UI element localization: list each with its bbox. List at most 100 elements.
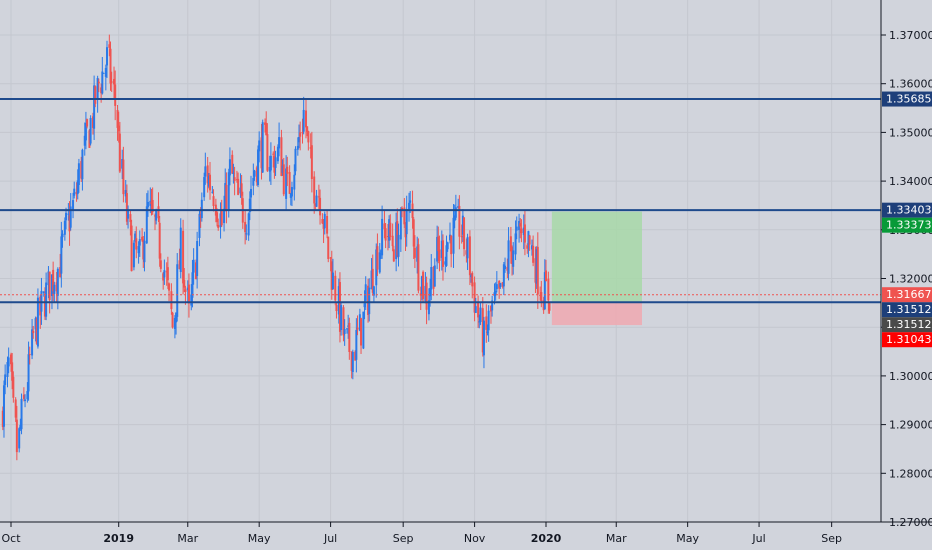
x-tick-label: Mar (606, 532, 627, 545)
candle-body (240, 183, 243, 196)
candle-body (52, 269, 55, 292)
candle-body (335, 304, 338, 312)
candle-body (355, 329, 358, 360)
candle-body (478, 321, 481, 323)
candle-body (55, 282, 58, 292)
time-axis[interactable] (0, 522, 881, 550)
candle-body (391, 235, 394, 247)
candle-body (108, 44, 111, 48)
x-tick-label: May (676, 532, 699, 545)
candle-body (4, 374, 7, 385)
candle-body (479, 307, 482, 323)
position-zones[interactable] (551, 211, 642, 326)
candle-body (121, 158, 124, 169)
candle-body (1, 410, 4, 428)
y-tick-label: 1.28000 (889, 467, 932, 480)
candle-body (501, 282, 504, 287)
candle-body (363, 303, 366, 308)
x-tick-label: Sep (821, 532, 842, 545)
candle-body (217, 224, 220, 228)
candle-body (102, 72, 105, 74)
candle-body (225, 184, 228, 211)
horizontal-lines[interactable] (0, 98, 881, 304)
y-tick-label: 1.32000 (889, 273, 932, 286)
candle-body (191, 272, 194, 298)
candle-body (293, 174, 296, 190)
candle-body (89, 118, 92, 144)
candle-body (322, 221, 325, 229)
candle-body (468, 236, 471, 276)
candle-body (72, 200, 75, 211)
x-tick-label: Oct (1, 532, 21, 545)
candle-body (345, 328, 348, 330)
price-badge (882, 332, 932, 348)
candle-body (157, 206, 160, 219)
candle-body (463, 217, 466, 250)
x-tick-label: Jul (323, 532, 337, 545)
candle-body (91, 116, 94, 128)
candle-body (135, 238, 138, 250)
candle-body (261, 122, 264, 173)
price-badge-label: 1.35685 (886, 93, 932, 106)
candle-body (297, 136, 300, 143)
price-badges: 1.35685 1.33403 1.33373 1.31667 1.31512 1.315… (882, 91, 932, 348)
candle-body (165, 271, 168, 273)
candle-body (371, 268, 374, 293)
candle-body (532, 245, 535, 263)
candle-body (425, 282, 428, 310)
loss-zone[interactable] (551, 302, 642, 326)
candle-body (47, 271, 50, 286)
candle-body (362, 311, 365, 349)
candle-body (438, 249, 441, 262)
candle-body (347, 325, 350, 327)
candle-body (307, 131, 310, 143)
candle-body (75, 191, 78, 195)
candle-body (360, 318, 363, 346)
candle-body (278, 137, 281, 149)
candle-body (290, 187, 293, 197)
candle-body (420, 276, 423, 295)
candle-body (194, 262, 197, 280)
candle-body (433, 265, 436, 287)
candle-body (493, 292, 496, 296)
candle-body (453, 215, 456, 221)
candle-body (260, 137, 263, 169)
candle-body (375, 249, 378, 286)
candle-body (379, 250, 382, 252)
candle-body (273, 156, 276, 173)
y-tick-label: 1.29000 (889, 419, 932, 432)
candle-body (200, 199, 203, 219)
candle-body (545, 270, 547, 282)
candle-body (186, 287, 189, 291)
candle-body (389, 222, 392, 237)
candle-body (73, 188, 76, 196)
profit-zone[interactable] (551, 211, 642, 303)
x-tick-label: Sep (393, 532, 414, 545)
candle-body (163, 270, 166, 278)
candle-body (342, 307, 345, 336)
candle-body (494, 290, 497, 296)
candle-body (178, 260, 181, 270)
candle-body (449, 234, 452, 241)
candle-body (129, 214, 132, 223)
candle-body (190, 294, 193, 306)
candle-body (327, 236, 330, 259)
candle-body (146, 201, 149, 208)
candle-body (535, 249, 538, 284)
candle-body (151, 199, 154, 213)
candle-body (150, 201, 153, 204)
candle-body (257, 149, 260, 186)
candle-body (547, 278, 550, 301)
candle-body (526, 245, 529, 249)
candle-body (395, 222, 398, 260)
x-tick-label: Jul (751, 532, 765, 545)
candle-body (269, 155, 272, 171)
candle-body (264, 122, 267, 125)
candle-body (491, 300, 494, 311)
candle-body (450, 235, 453, 255)
price-badge (882, 317, 932, 333)
candle-body (48, 271, 51, 301)
candle-body (317, 196, 320, 198)
price-badge-label: 1.31043 (886, 333, 932, 346)
